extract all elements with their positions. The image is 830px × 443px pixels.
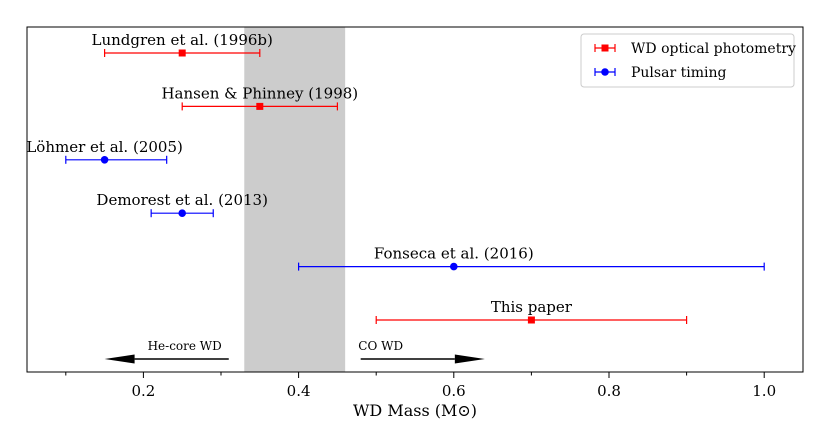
marker-circle	[450, 262, 458, 271]
arrow-head	[104, 354, 135, 364]
he-co-boundary-region	[244, 27, 346, 372]
legend-marker-square	[601, 44, 609, 52]
marker-circle	[178, 209, 186, 217]
legend-entry: WD optical photometry	[594, 41, 796, 57]
x-tick-label: 0.6	[442, 382, 466, 400]
legend-marker-circle	[601, 68, 609, 76]
data-point: Hansen & Phinney (1998)	[161, 84, 358, 111]
point-label: Hansen & Phinney (1998)	[161, 84, 358, 102]
x-tick-label: 0.4	[287, 382, 311, 400]
point-label: Fonseca et al. (2016)	[374, 245, 534, 263]
plot-frame	[26, 26, 804, 373]
x-tick-label: 0.8	[597, 382, 621, 400]
point-label: This paper	[491, 298, 573, 316]
data-point: Demorest et al. (2013)	[96, 191, 268, 218]
legend-box	[580, 33, 795, 88]
point-label: Löhmer et al. (2005)	[26, 138, 183, 156]
data-point: Löhmer et al. (2005)	[26, 138, 183, 164]
data-point: Fonseca et al. (2016)	[298, 245, 765, 271]
x-axis-label: WD Mass (M⊙)	[353, 401, 477, 420]
legend-label: WD optical photometry	[631, 41, 796, 57]
x-tick-label: 0.2	[131, 382, 155, 400]
legend-label: Pulsar timing	[631, 65, 726, 81]
arrow-label: He-core WD	[148, 339, 222, 353]
region-arrow: CO WD	[358, 339, 485, 364]
arrow-label: CO WD	[358, 339, 403, 353]
point-label: Demorest et al. (2013)	[96, 191, 268, 209]
legend: WD optical photometry Pulsar timing	[580, 33, 796, 88]
marker-square	[527, 316, 535, 324]
x-tick-label: 1.0	[752, 382, 776, 400]
arrows-layer: He-core WD CO WD	[104, 339, 485, 364]
marker-circle	[100, 156, 109, 164]
points-layer: Lundgren et al. (1996b) Hansen & Phinney …	[26, 31, 765, 324]
data-point: This paper	[375, 298, 688, 324]
data-point: Lundgren et al. (1996b)	[91, 31, 273, 57]
point-label: Lundgren et al. (1996b)	[91, 31, 272, 49]
arrow-head	[454, 354, 485, 364]
legend-entries: WD optical photometry Pulsar timing	[594, 41, 796, 81]
x-ticks: 0.2 0.4 0.6 0.8 1.0	[65, 372, 776, 400]
marker-square	[178, 49, 186, 57]
legend-entry: Pulsar timing	[594, 65, 726, 81]
region-arrow: He-core WD	[104, 339, 229, 364]
marker-square	[256, 102, 264, 110]
